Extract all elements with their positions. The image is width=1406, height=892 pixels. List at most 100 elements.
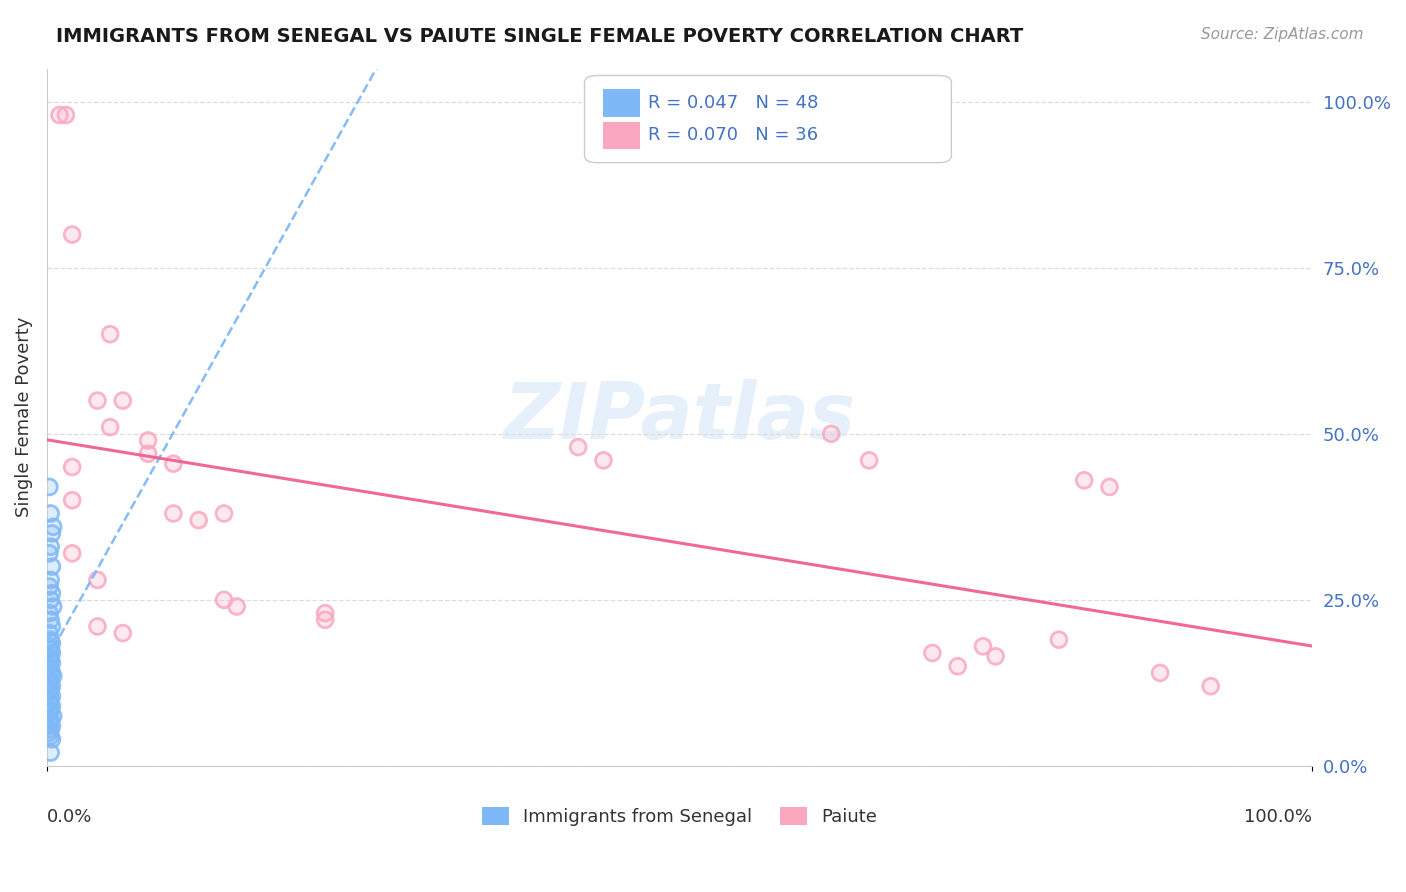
Point xyxy=(314,606,336,620)
Point xyxy=(39,729,62,743)
Point xyxy=(55,108,77,122)
Point xyxy=(38,673,60,687)
Point xyxy=(38,480,60,494)
FancyBboxPatch shape xyxy=(603,121,640,149)
Point xyxy=(984,649,1007,664)
Point xyxy=(39,723,62,737)
Point xyxy=(38,640,60,654)
Point xyxy=(592,453,614,467)
Point xyxy=(38,725,60,739)
Point xyxy=(39,702,62,716)
Point xyxy=(38,696,60,710)
Text: Source: ZipAtlas.com: Source: ZipAtlas.com xyxy=(1201,27,1364,42)
Point xyxy=(39,682,62,697)
Point xyxy=(225,599,247,614)
Point xyxy=(111,393,134,408)
Point xyxy=(39,682,62,697)
Point xyxy=(42,520,65,534)
Point xyxy=(39,642,62,657)
Point xyxy=(60,493,83,508)
Point xyxy=(39,723,62,737)
Point xyxy=(820,426,842,441)
Point xyxy=(41,526,63,541)
Point xyxy=(946,659,969,673)
Point xyxy=(41,646,63,660)
Point xyxy=(41,636,63,650)
Point xyxy=(39,573,62,587)
Point xyxy=(42,669,65,683)
Point xyxy=(41,719,63,733)
Point xyxy=(946,659,969,673)
Point xyxy=(41,732,63,747)
Text: R = 0.047   N = 48: R = 0.047 N = 48 xyxy=(648,94,818,112)
Point xyxy=(42,709,65,723)
Point xyxy=(972,640,994,654)
Point xyxy=(39,592,62,607)
Point xyxy=(39,652,62,666)
Point xyxy=(41,526,63,541)
Point xyxy=(39,663,62,677)
Point xyxy=(41,689,63,703)
Point xyxy=(60,493,83,508)
Point xyxy=(39,663,62,677)
Point xyxy=(38,626,60,640)
Point xyxy=(39,507,62,521)
Point xyxy=(1149,665,1171,680)
Point xyxy=(41,559,63,574)
Point xyxy=(98,327,121,342)
Point xyxy=(136,434,159,448)
Text: 100.0%: 100.0% xyxy=(1244,808,1312,826)
Point xyxy=(314,606,336,620)
Point xyxy=(42,599,65,614)
Point xyxy=(1199,679,1222,693)
Point xyxy=(38,606,60,620)
Point xyxy=(42,669,65,683)
Point xyxy=(41,619,63,633)
Point xyxy=(48,108,70,122)
Point xyxy=(42,599,65,614)
Point xyxy=(41,586,63,600)
Point xyxy=(38,715,60,730)
Point xyxy=(38,725,60,739)
Point xyxy=(60,546,83,560)
Point xyxy=(162,507,184,521)
Point xyxy=(38,686,60,700)
Point xyxy=(39,676,62,690)
Point xyxy=(86,619,108,633)
Point xyxy=(41,719,63,733)
Legend: Immigrants from Senegal, Paiute: Immigrants from Senegal, Paiute xyxy=(475,800,884,833)
Point xyxy=(86,393,108,408)
Point xyxy=(60,460,83,475)
Point xyxy=(1047,632,1070,647)
Point xyxy=(39,702,62,716)
Point xyxy=(86,619,108,633)
Point xyxy=(98,420,121,434)
Point xyxy=(39,729,62,743)
Point xyxy=(41,656,63,670)
Point xyxy=(38,626,60,640)
Point xyxy=(38,649,60,664)
Point xyxy=(41,636,63,650)
Point xyxy=(212,507,235,521)
Point xyxy=(111,393,134,408)
Point xyxy=(41,699,63,714)
Point xyxy=(38,715,60,730)
Point xyxy=(38,659,60,673)
Point xyxy=(41,732,63,747)
Point xyxy=(39,613,62,627)
Point xyxy=(41,656,63,670)
Point xyxy=(41,665,63,680)
Point xyxy=(38,546,60,560)
Point xyxy=(41,586,63,600)
Point xyxy=(972,640,994,654)
Text: R = 0.070   N = 36: R = 0.070 N = 36 xyxy=(648,126,818,144)
Text: ZIPatlas: ZIPatlas xyxy=(503,379,855,455)
Y-axis label: Single Female Poverty: Single Female Poverty xyxy=(15,317,32,517)
Point xyxy=(60,227,83,242)
FancyBboxPatch shape xyxy=(585,76,952,162)
Point xyxy=(136,447,159,461)
Point xyxy=(98,420,121,434)
Point xyxy=(39,540,62,554)
Point xyxy=(162,457,184,471)
Point xyxy=(38,480,60,494)
